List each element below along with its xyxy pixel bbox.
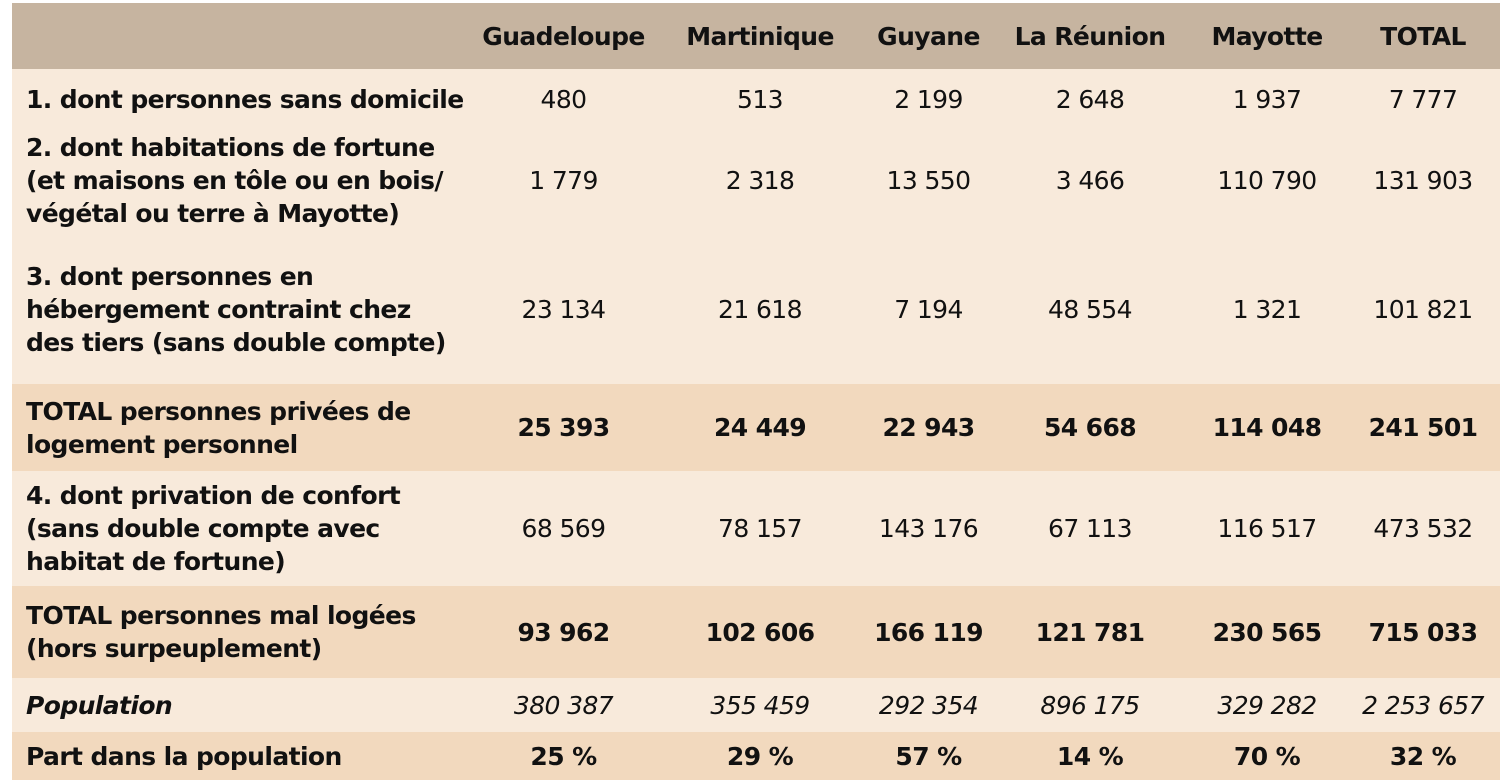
cell-total: 32 % [1389,741,1457,771]
row-label: Part dans la population [26,741,342,771]
col-header-mayotte: Mayotte [1211,21,1323,51]
col-header-la-reunion: La Réunion [1014,21,1166,51]
cell-total: 131 903 [1373,166,1473,195]
cell-martinique: 355 459 [710,690,810,720]
cell-mayotte: 110 790 [1217,166,1317,195]
cell-total: 715 033 [1368,617,1478,647]
cell-guadeloupe: 480 [540,84,588,114]
cell-la-reunion: 54 668 [1043,413,1137,442]
cell-mayotte: 329 282 [1217,690,1317,720]
cell-mayotte: 1 321 [1232,294,1302,324]
cell-martinique: 78 157 [718,514,802,543]
cell-guadeloupe: 25 % [530,741,597,771]
cell-guadeloupe: 23 134 [521,294,606,324]
cell-la-reunion: 3 466 [1055,166,1125,195]
cell-la-reunion: 67 113 [1048,514,1132,543]
col-header-martinique: Martinique [686,21,834,51]
cell-guyane: 143 176 [878,514,979,543]
cell-guadeloupe: 68 569 [521,514,606,543]
row-label: 3. dont personnes en hébergement contrai… [26,261,446,357]
col-header-guadeloupe: Guadeloupe [482,21,645,51]
cell-guadeloupe: 93 962 [517,617,610,647]
cell-la-reunion: 48 554 [1048,294,1132,324]
cell-martinique: 102 606 [705,617,815,647]
row-label: 4. dont privation de confort (sans doubl… [26,481,401,576]
cell-total: 7 777 [1388,84,1458,114]
cell-guyane: 7 194 [894,294,963,324]
cell-total: 2 253 657 [1362,690,1484,720]
table-row-population: Population 380 387 355 459 292 354 896 1… [12,678,1500,732]
cell-la-reunion: 14 % [1056,741,1124,771]
cell-martinique: 2 318 [725,166,795,195]
row-label: TOTAL personnes mal logées (hors surpeup… [26,601,416,663]
col-header-guyane: Guyane [877,21,980,51]
table-row-total: TOTAL personnes mal logées (hors surpeup… [12,586,1500,678]
cell-mayotte: 1 937 [1232,84,1302,114]
cell-total: 241 501 [1368,413,1478,442]
table-row: 3. dont personnes en hébergement contrai… [12,234,1500,384]
cell-mayotte: 116 517 [1217,514,1317,543]
cell-mayotte: 114 048 [1212,413,1322,442]
cell-guadeloupe: 1 779 [529,166,598,195]
table-row: 2. dont habitations de fortune (et maiso… [12,129,1500,234]
row-label: TOTAL personnes privées de logement pers… [26,396,411,459]
cell-guyane: 22 943 [882,413,975,442]
header-corner [12,3,472,69]
table-row: 4. dont privation de confort (sans doubl… [12,471,1500,586]
cell-mayotte: 230 565 [1212,617,1322,647]
cell-martinique: 24 449 [713,413,807,442]
cell-guadeloupe: 380 387 [513,690,614,720]
table-row: 1. dont personnes sans domicile 480 513 … [12,69,1500,129]
cell-guyane: 13 550 [886,166,971,195]
cell-la-reunion: 2 648 [1055,84,1125,114]
cell-martinique: 21 618 [718,294,802,324]
cell-total: 101 821 [1373,294,1473,324]
cell-guyane: 2 199 [894,84,963,114]
cell-total: 473 532 [1373,514,1473,543]
cell-guyane: 57 % [895,741,962,771]
row-label: 2. dont habitations de fortune (et maiso… [26,133,444,228]
cell-martinique: 513 [737,84,784,114]
cell-martinique: 29 % [726,741,794,771]
table-row-total: TOTAL personnes privées de logement pers… [12,384,1500,471]
cell-guyane: 166 119 [874,617,983,647]
cell-guadeloupe: 25 393 [517,413,610,442]
table-header-row: Guadeloupe Martinique Guyane La Réunion … [12,3,1500,69]
housing-table: Guadeloupe Martinique Guyane La Réunion … [12,3,1500,780]
cell-la-reunion: 121 781 [1035,617,1145,647]
cell-mayotte: 70 % [1233,741,1301,771]
cell-guyane: 292 354 [878,690,979,720]
cell-la-reunion: 896 175 [1040,690,1140,720]
table-row-share: Part dans la population 25 % 29 % 57 % 1… [12,732,1500,780]
row-label: 1. dont personnes sans domicile [26,84,464,114]
row-label: Population [26,690,173,720]
col-header-total: TOTAL [1380,21,1466,51]
